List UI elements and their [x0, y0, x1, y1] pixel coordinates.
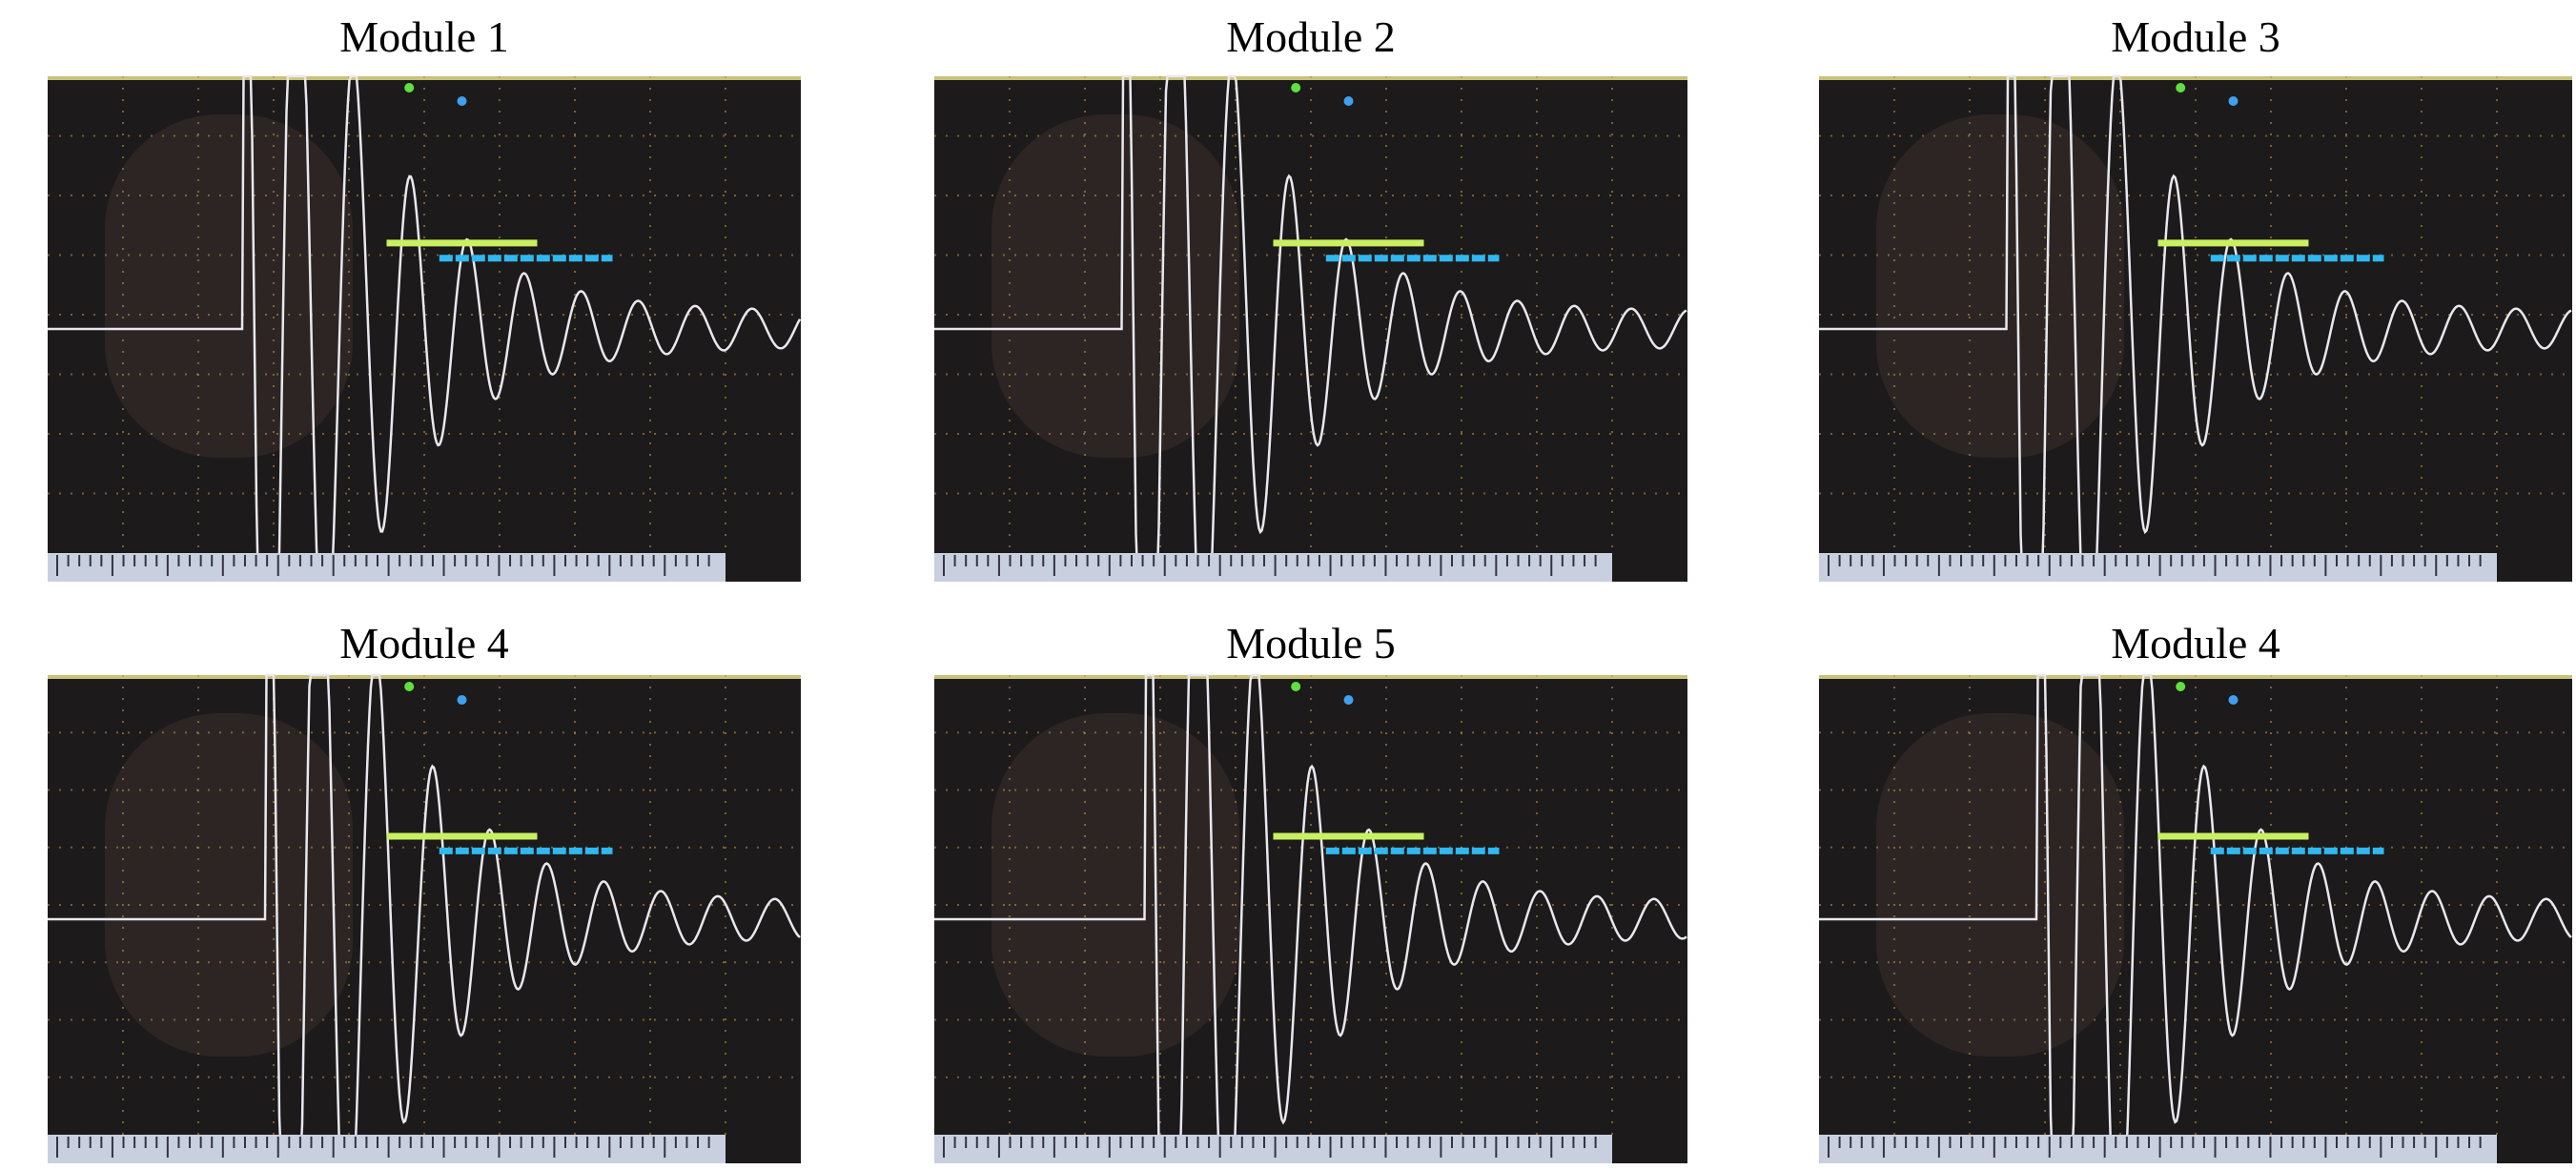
- figure: Module 1 Module 2 Module 3 Module 4 Module 5…: [0, 0, 2576, 1170]
- scale-strip: [48, 1135, 726, 1163]
- scale-strip: [1819, 553, 2497, 582]
- marker-green: [2176, 682, 2185, 691]
- panel-title: Module 2: [1226, 12, 1396, 61]
- marker-blue: [2229, 96, 2239, 106]
- reflection: [105, 114, 353, 458]
- marker-green: [404, 83, 414, 92]
- marker-green: [1291, 83, 1300, 92]
- marker-blue: [1344, 695, 1354, 705]
- reflection: [105, 713, 353, 1057]
- marker-blue: [2229, 695, 2239, 705]
- scale-strip: [934, 553, 1612, 582]
- oscilloscope-photo: [934, 675, 1687, 1163]
- scale-strip: [48, 553, 726, 582]
- oscilloscope-photo: [934, 76, 1687, 582]
- marker-blue: [458, 695, 467, 705]
- panel-title: Module 3: [2111, 12, 2280, 61]
- panel-title: Module 4: [339, 619, 509, 667]
- panel-title: Module 4: [2111, 619, 2280, 667]
- marker-blue: [1344, 96, 1354, 106]
- reflection: [992, 713, 1239, 1057]
- panel-title: Module 5: [1226, 619, 1396, 667]
- reflection: [992, 114, 1239, 458]
- reflection: [1876, 713, 2124, 1057]
- scale-strip: [934, 1135, 1612, 1163]
- marker-blue: [458, 96, 467, 106]
- oscilloscope-photo: [48, 675, 801, 1163]
- oscilloscope-photo: [1819, 675, 2572, 1163]
- marker-green: [1291, 682, 1300, 691]
- marker-green: [404, 682, 414, 691]
- oscilloscope-photo: [48, 76, 801, 582]
- oscilloscope-photo: [1819, 76, 2572, 582]
- panel-title: Module 1: [339, 12, 509, 61]
- reflection: [1876, 114, 2124, 458]
- scale-strip: [1819, 1135, 2497, 1163]
- marker-green: [2176, 83, 2185, 92]
